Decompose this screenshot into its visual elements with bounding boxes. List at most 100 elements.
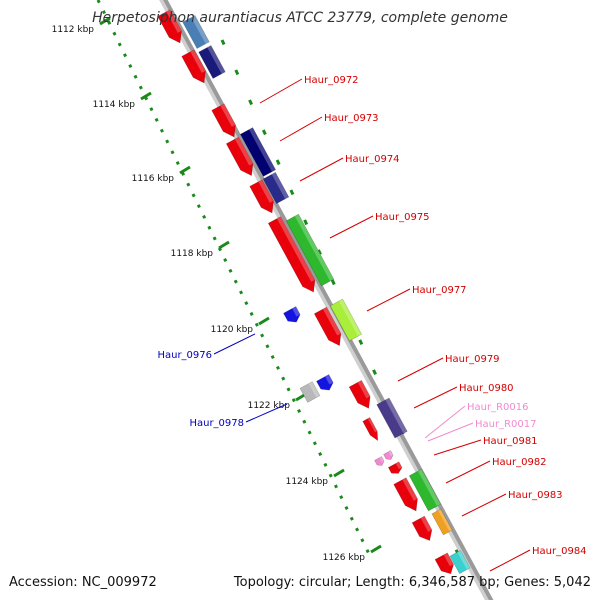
feature-haur_0973-highlight <box>220 103 236 127</box>
label-haur_0972: Haur_0972 <box>304 75 359 86</box>
feature-block-12 <box>329 298 363 342</box>
feature-haur_0977-highlight <box>276 216 315 282</box>
feature-block-14-shape <box>299 381 321 403</box>
feature-block-7 <box>262 171 290 205</box>
feature-haur_0973 <box>211 103 236 138</box>
feature-block-12-shape <box>329 298 363 342</box>
leader-line-haur_0972 <box>259 78 303 104</box>
tick-mark <box>99 16 111 26</box>
tick-mark <box>333 468 345 478</box>
feature-block-7-shape <box>262 171 290 205</box>
feature-haur_0974-highlight <box>234 137 253 166</box>
leader-line-haur_0974 <box>299 157 344 182</box>
leader-line-haur_0979 <box>397 357 444 382</box>
feature-haur_r0016-shape <box>383 450 394 460</box>
leader-line-haur_0973 <box>279 116 323 142</box>
feature-haur_0982-shape <box>393 477 418 512</box>
tick-label: 1124 kbp <box>286 477 329 487</box>
accession-text: Accession: NC_009972 <box>9 575 157 590</box>
label-haur_r0016: Haur_R0016 <box>467 402 529 413</box>
feature-haur_0975-shape <box>249 179 274 214</box>
label-haur_0982: Haur_0982 <box>492 457 547 468</box>
feature-haur_0975 <box>249 179 274 214</box>
feature-block-1 <box>182 15 210 49</box>
feature-block-22 <box>408 468 442 512</box>
tick-mark <box>370 544 382 554</box>
feature-0980-partner-highlight <box>367 417 378 433</box>
tick-label: 1112 kbp <box>52 25 95 35</box>
leader-line-haur_r0016 <box>424 405 466 439</box>
feature-block-0 <box>157 9 182 44</box>
label-haur_0983: Haur_0983 <box>508 490 563 501</box>
feature-block-1-highlight <box>191 15 210 44</box>
feature-haur_0972-shape <box>181 49 206 84</box>
feature-block-14-highlight <box>308 381 320 398</box>
map-title: Herpetosiphon aurantiacus ATCC 23779, co… <box>92 10 508 26</box>
leader-line-haur_0977 <box>366 288 411 312</box>
label-haur_0981: Haur_0981 <box>483 436 538 447</box>
feature-haur_0983-shape <box>411 515 433 541</box>
feature-haur_0979-shape <box>313 306 342 347</box>
feature-block-3-shape <box>198 45 226 79</box>
label-haur_0977: Haur_0977 <box>412 285 467 296</box>
label-haur_r0017: Haur_R0017 <box>475 419 537 430</box>
tick-label: 1116 kbp <box>132 174 175 184</box>
label-haur_0980: Haur_0980 <box>459 383 514 394</box>
label-haur_0979: Haur_0979 <box>445 354 500 365</box>
feature-block-22-highlight <box>417 469 441 507</box>
genome-summary-text: Topology: circular; Length: 6,346,587 bp… <box>233 575 591 590</box>
feature-block-26-highlight <box>457 550 471 570</box>
feature-block-24 <box>431 508 453 536</box>
feature-haur_0972-highlight <box>190 49 206 73</box>
tick-label: 1126 kbp <box>323 553 366 563</box>
feature-block-12-highlight <box>338 299 362 337</box>
tick-label: 1114 kbp <box>93 100 136 110</box>
feature-haur_0976-shape <box>283 306 301 323</box>
feature-block-1-shape <box>182 15 210 49</box>
feature-block-17-shape <box>348 379 371 409</box>
feature-haur_0984 <box>434 552 454 575</box>
feature-haur_0977 <box>267 216 316 293</box>
feature-haur_r0017-shape <box>374 456 385 466</box>
feature-haur_0984-highlight <box>443 552 454 567</box>
feature-haur_0984-shape <box>434 552 454 575</box>
label-haur_0984: Haur_0984 <box>532 546 587 557</box>
feature-block-0-highlight <box>166 9 182 33</box>
feature-haur_0982 <box>393 477 418 512</box>
feature-haur_r0017-highlight <box>379 456 385 463</box>
leader-line-haur_0976 <box>213 333 256 355</box>
label-haur_0976: Haur_0976 <box>157 350 212 361</box>
feature-block-5-highlight <box>249 127 276 172</box>
leader-line-haur_0981 <box>433 439 482 456</box>
feature-haur_r0017 <box>374 456 385 466</box>
backbone-layer <box>159 0 494 600</box>
tick-label: 1120 kbp <box>211 325 254 335</box>
feature-haur_0980-highlight <box>385 397 408 434</box>
tick-label: 1118 kbp <box>171 249 214 259</box>
feature-block-17 <box>348 379 371 409</box>
feature-block-24-highlight <box>438 509 453 532</box>
feature-0980-partner <box>362 417 379 442</box>
label-haur_0973: Haur_0973 <box>324 113 379 124</box>
feature-block-26 <box>449 549 471 575</box>
feature-haur_r0016 <box>383 450 394 460</box>
tick-mark <box>140 91 152 101</box>
leader-line-haur_0982 <box>445 460 491 484</box>
label-haur_0975: Haur_0975 <box>375 212 430 223</box>
feature-haur_0974-shape <box>225 136 254 177</box>
feature-block-5-shape <box>239 127 277 177</box>
feature-haur_0981-shape <box>387 461 403 474</box>
feature-haur_0981 <box>387 461 403 474</box>
backbone-line <box>163 0 494 600</box>
feature-haur_0978-shape <box>316 374 334 391</box>
leader-line-haur_0980 <box>413 386 458 409</box>
feature-haur_0983-highlight <box>420 516 432 532</box>
feature-haur_0977-shape <box>267 216 316 293</box>
feature-block-14 <box>299 381 321 403</box>
feature-haur_0976-highlight <box>292 306 301 317</box>
feature-block-7-highlight <box>271 172 289 199</box>
feature-block-5 <box>239 127 277 177</box>
feature-haur_0980 <box>376 397 408 439</box>
